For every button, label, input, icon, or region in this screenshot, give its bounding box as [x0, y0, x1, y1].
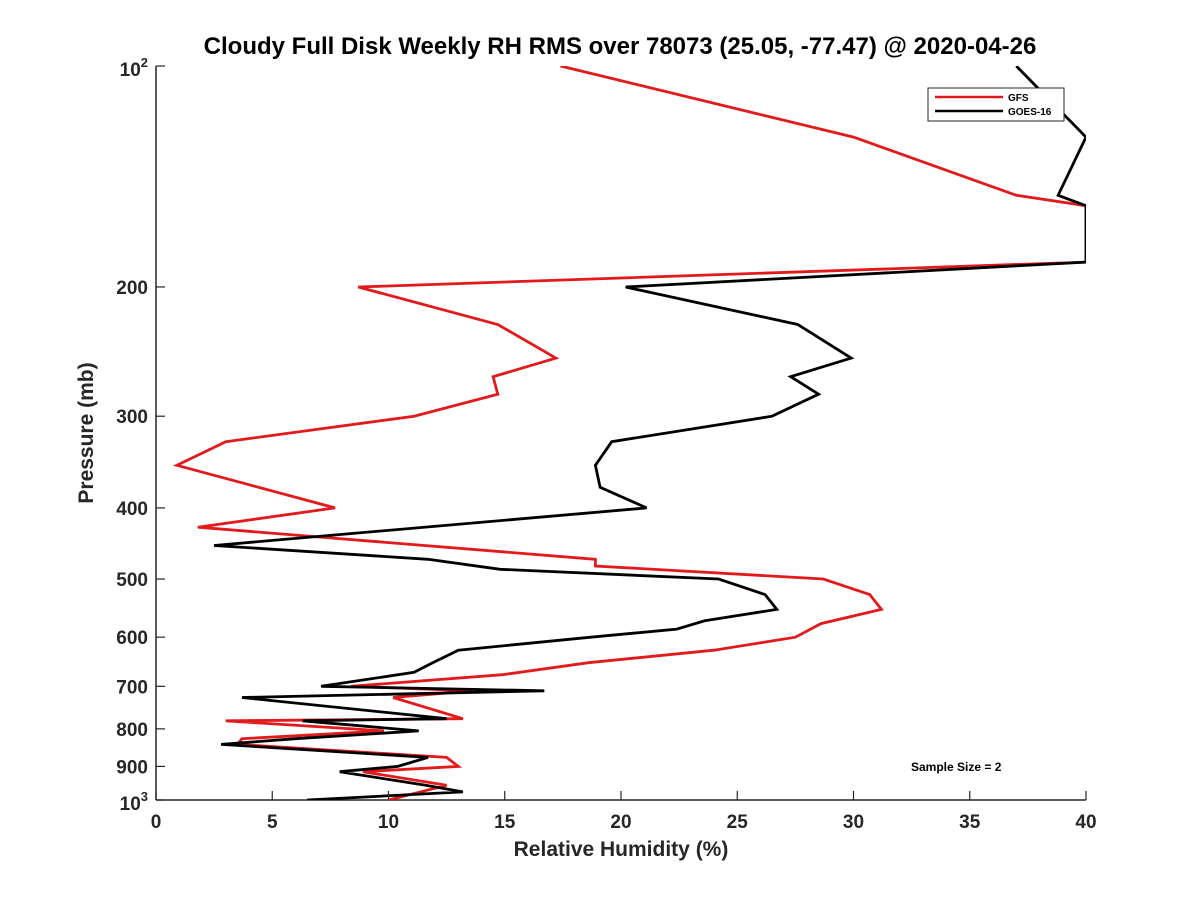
tick-layer: 0 5 10 15 20 25 30 35 40 200 300 400 500 600 700 800 900	[116, 65, 1097, 833]
plot-area: 0 5 10 15 20 25 30 35 40 200 300 400 500 600 700 800 900	[116, 65, 1097, 833]
chart-title: Cloudy Full Disk Weekly RH RMS over 7807…	[204, 33, 1037, 60]
y-tick-label-top: 102	[120, 55, 148, 81]
x-tick-label: 25	[727, 812, 749, 833]
y-tick-label: 700	[116, 677, 148, 698]
series-line-gfs	[172, 66, 1086, 800]
legend-label-goes16: GOES-16	[1008, 107, 1052, 118]
legend-label-gfs: GFS	[1008, 93, 1029, 104]
series-layer	[172, 66, 1086, 800]
y-tick-label: 400	[116, 499, 148, 520]
x-tick-label: 35	[959, 812, 981, 833]
sample-size-annotation: Sample Size = 2	[911, 760, 1002, 774]
y-tick-label-bottom: 103	[120, 789, 148, 815]
y-tick-label: 200	[116, 278, 148, 299]
y-axis-label: Pressure (mb)	[75, 362, 98, 503]
x-tick-label: 40	[1075, 812, 1096, 833]
y-tick-label: 300	[116, 407, 148, 428]
legend: GFS GOES-16	[927, 87, 1065, 122]
y-tick-label: 800	[116, 720, 148, 741]
y-tick-label: 600	[116, 628, 148, 649]
y-tick-label: 500	[116, 570, 148, 591]
x-tick-label: 30	[843, 812, 864, 833]
series-line-goes-16	[213, 66, 1086, 800]
x-axis-label: Relative Humidity (%)	[514, 838, 729, 861]
y-tick-label: 900	[116, 757, 148, 778]
x-tick-label: 0	[151, 812, 162, 833]
x-tick-label: 10	[378, 812, 399, 833]
x-tick-label: 15	[494, 812, 516, 833]
legend-box	[927, 87, 1065, 122]
x-tick-label: 5	[267, 812, 278, 833]
x-tick-label: 20	[610, 812, 631, 833]
